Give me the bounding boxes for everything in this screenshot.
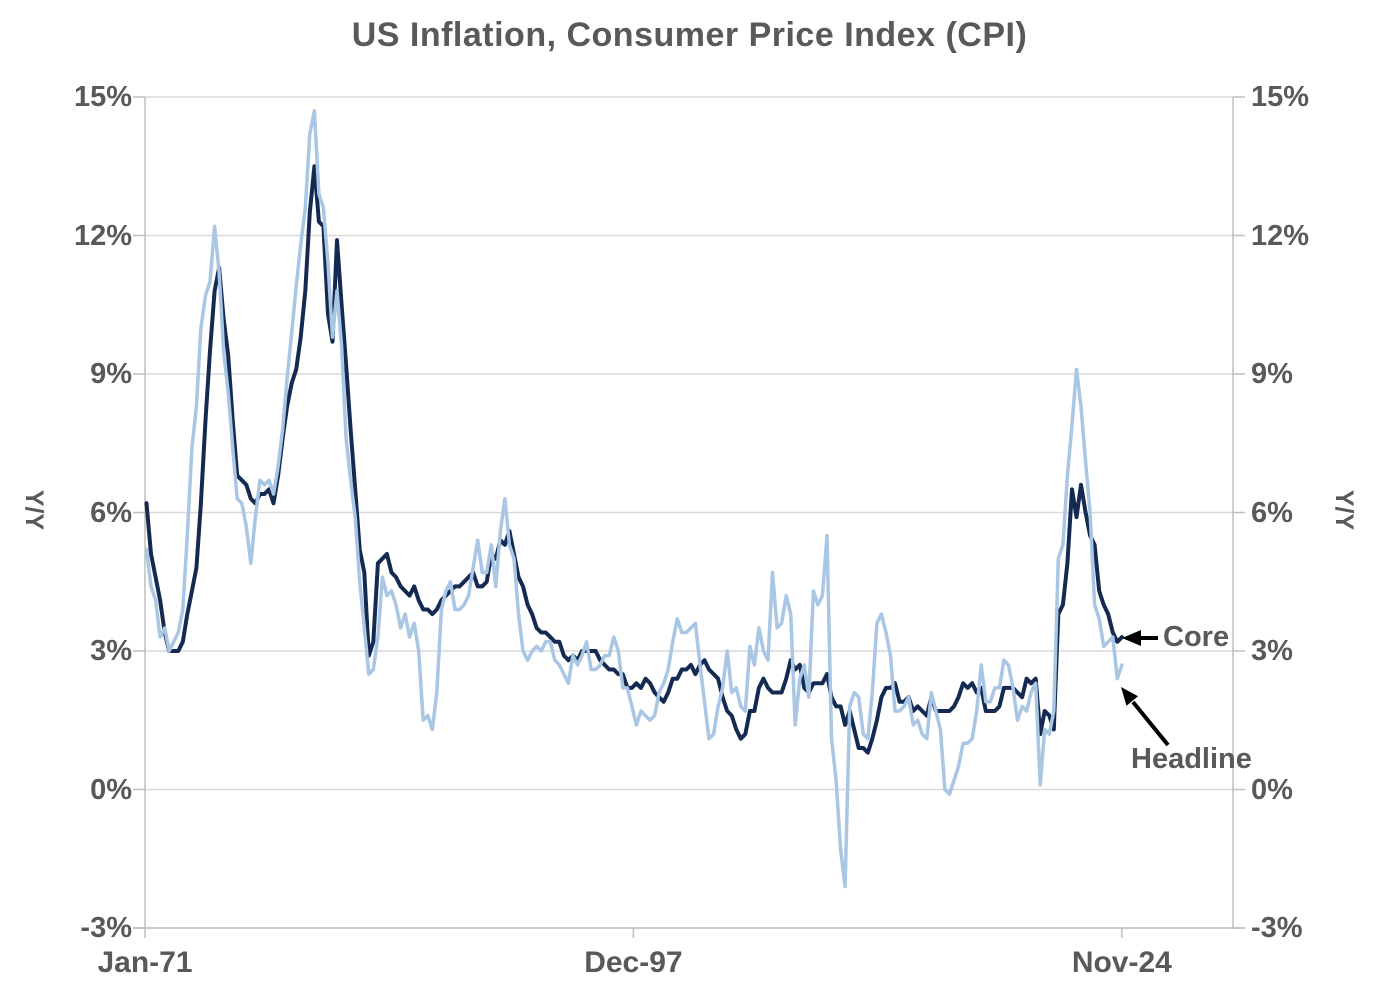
headline-line <box>144 109 1124 889</box>
headline-arrow-head <box>1121 687 1139 706</box>
core-line <box>144 164 1124 755</box>
headline-arrow-shaft <box>1131 700 1170 747</box>
core-arrow-head <box>1122 630 1141 646</box>
